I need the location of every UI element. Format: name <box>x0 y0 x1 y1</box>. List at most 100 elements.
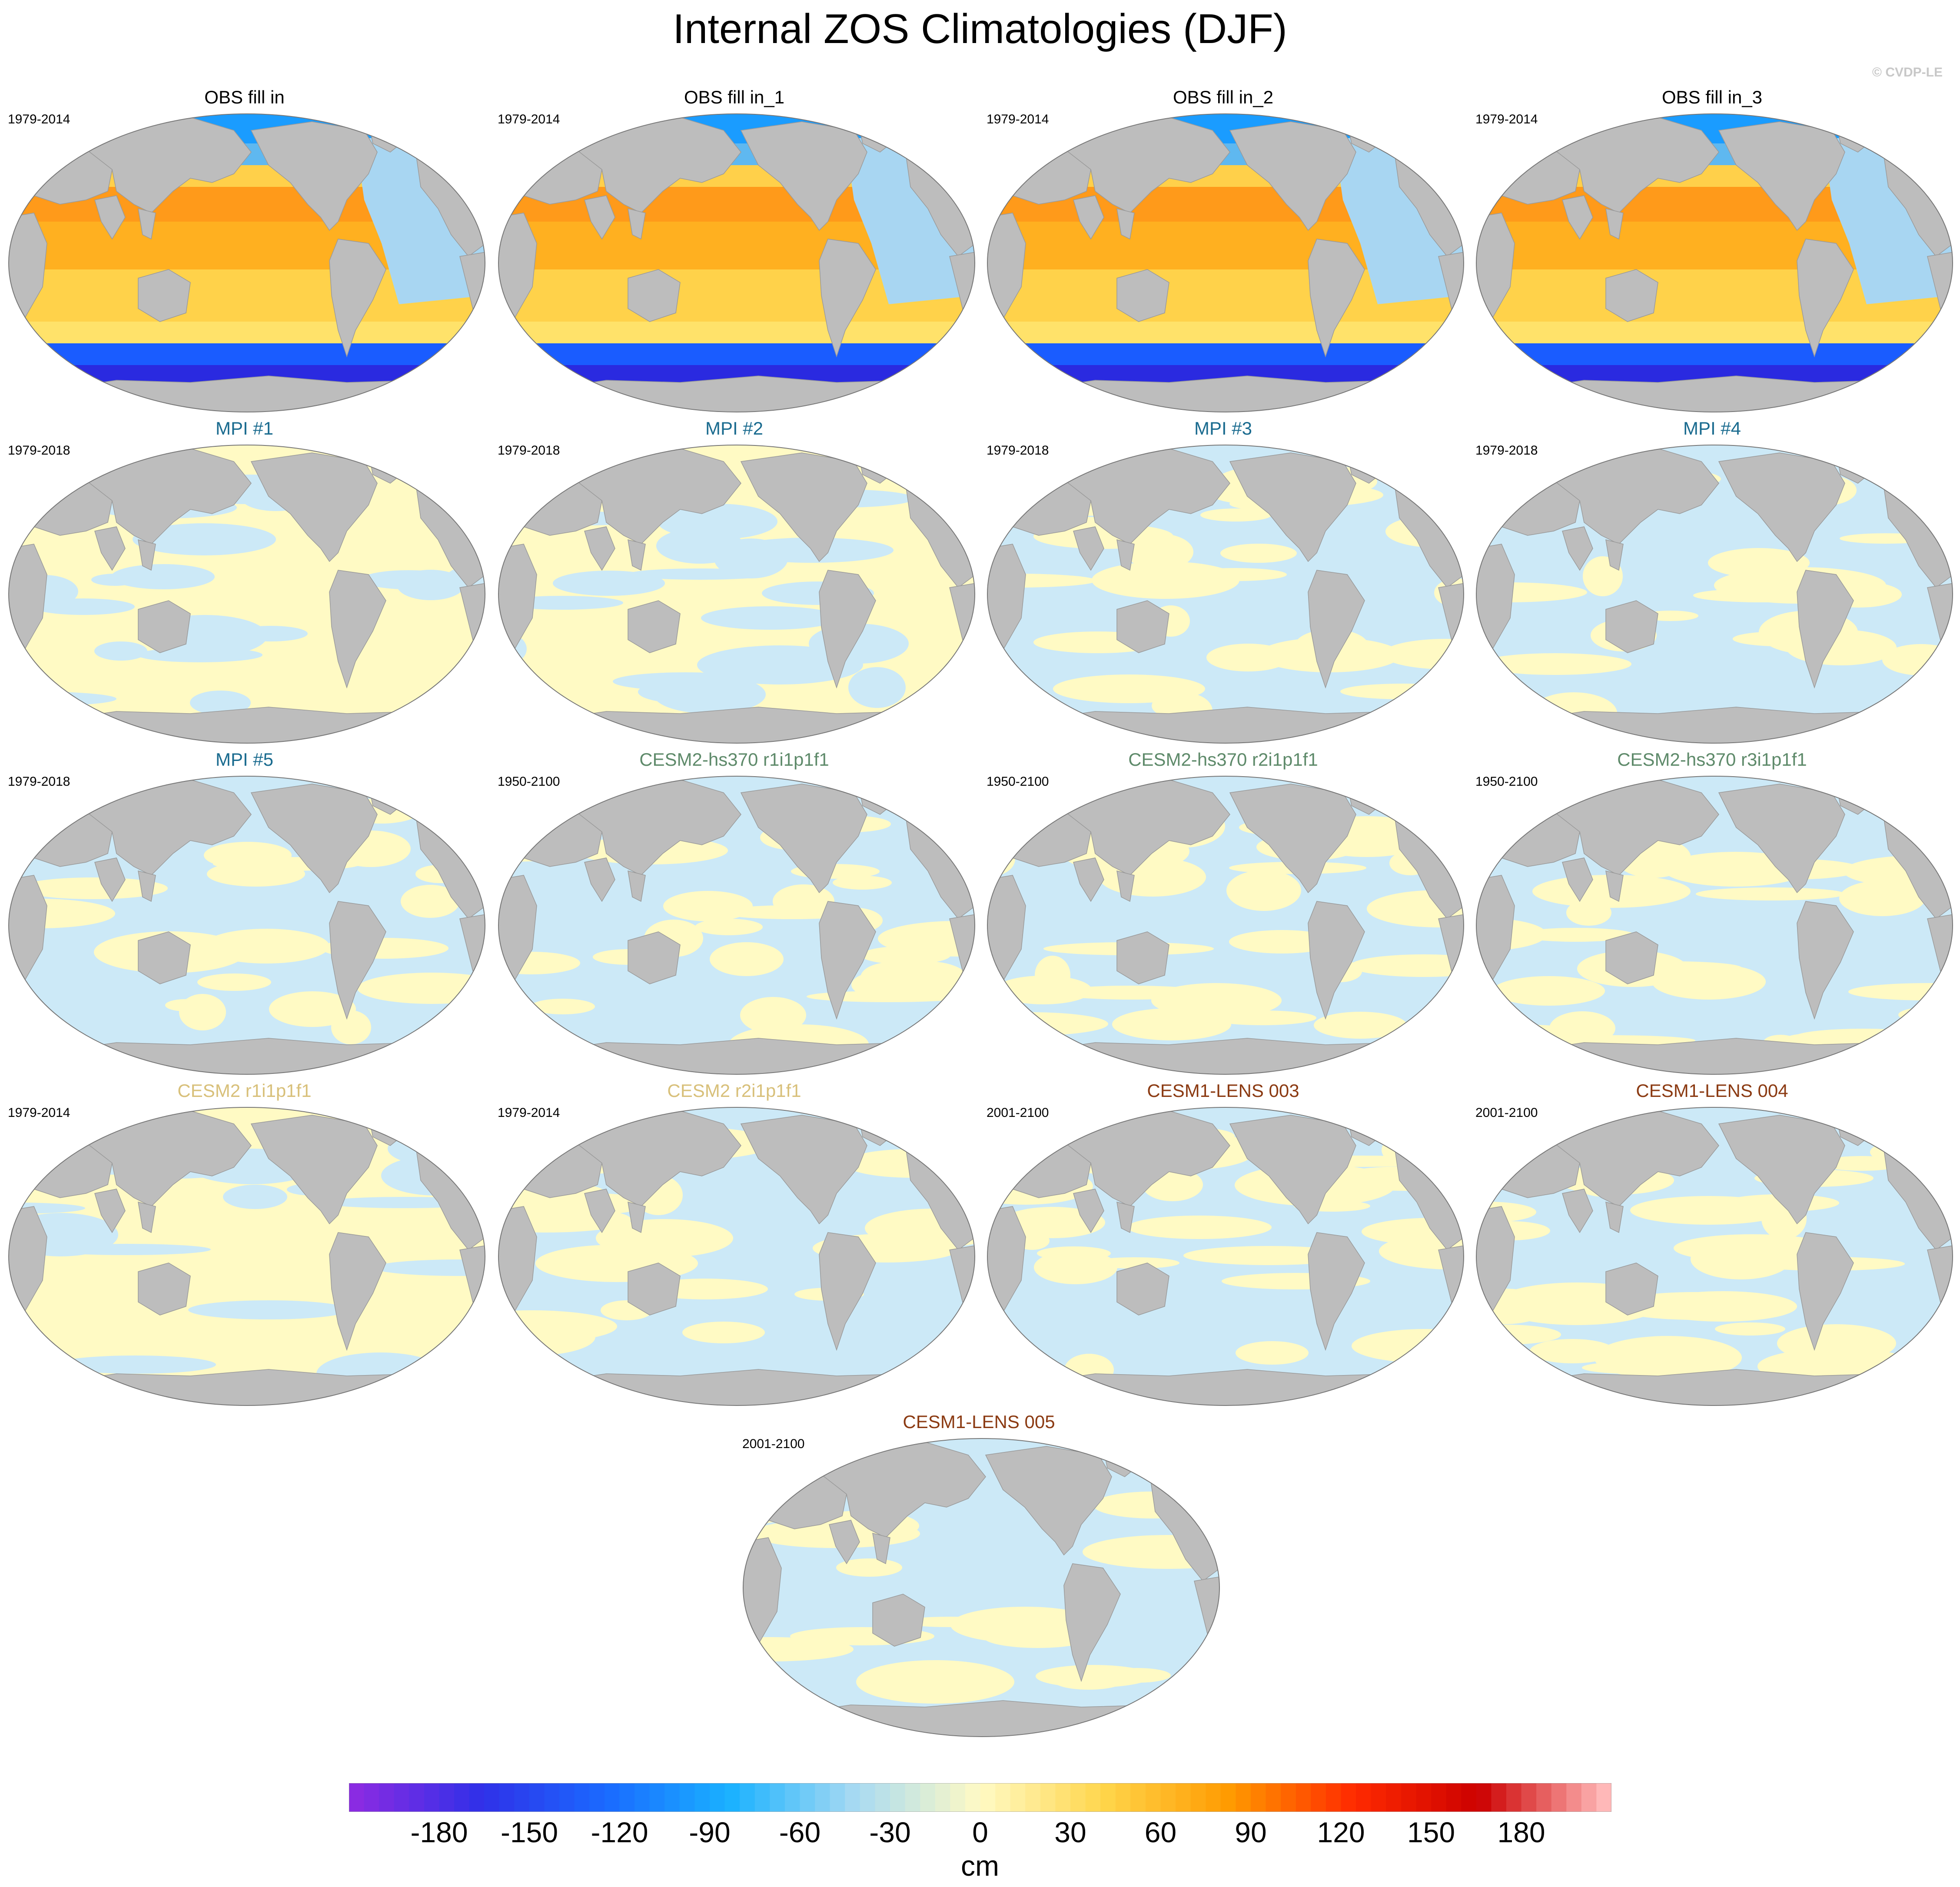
land-mass <box>138 1262 191 1316</box>
colorbar-box <box>1296 1783 1311 1812</box>
colorbar-box <box>454 1783 470 1812</box>
land-mass <box>94 195 126 240</box>
land-mass <box>9 213 47 322</box>
anomaly-blob <box>1691 1239 1791 1279</box>
map-outline <box>8 113 485 412</box>
colorbar-box <box>1236 1783 1251 1812</box>
land-mass <box>1051 1110 1230 1207</box>
colorbar-box <box>484 1783 500 1812</box>
field-band <box>987 322 1464 344</box>
colorbar-box <box>905 1783 920 1812</box>
colorbar-tick-label: 180 <box>1497 1816 1545 1848</box>
anomaly-blob <box>401 885 460 918</box>
colorbar-box <box>1190 1783 1206 1812</box>
colorbar-box <box>589 1783 605 1812</box>
map-field <box>9 445 485 743</box>
anomaly-blob <box>94 641 147 661</box>
map-panel: CESM1-LENS 005 2001-2100 <box>734 1412 1223 1742</box>
land-mass <box>1073 526 1104 571</box>
map-field <box>987 776 1464 1074</box>
land-mass <box>819 239 876 358</box>
land-mass <box>1308 570 1365 689</box>
colorbar-tick-label: 30 <box>1054 1816 1086 1848</box>
panel-years: 1979-2014 <box>8 1106 70 1120</box>
colorbar-box <box>1521 1783 1537 1812</box>
colorbar-box <box>1085 1783 1101 1812</box>
land-mass <box>1797 901 1854 1020</box>
anomaly-blob <box>331 1010 371 1044</box>
land-mass <box>1605 1201 1624 1233</box>
map-svg <box>498 776 975 1075</box>
anomaly-blob <box>628 568 772 580</box>
anomaly-blob <box>1708 548 1810 578</box>
anomaly-blob <box>1888 1027 1953 1045</box>
land-mass <box>72 1110 252 1207</box>
colorbar-box <box>935 1783 950 1812</box>
colorbar-box <box>800 1783 815 1812</box>
land-mass <box>1308 1232 1365 1351</box>
map-svg <box>498 1107 975 1406</box>
map-svg <box>498 445 975 744</box>
panel-title: MPI #3 <box>1194 418 1252 439</box>
map-panel: MPI #4 1979-2018 <box>1468 418 1957 748</box>
colorbar-box <box>1476 1783 1492 1812</box>
colorbar-box <box>1371 1783 1386 1812</box>
anomaly-blob <box>1478 653 1631 675</box>
colorbar-box <box>439 1783 455 1812</box>
panel-years: 1979-2014 <box>8 112 70 126</box>
land-mass <box>1605 600 1658 653</box>
colorbar-units: cm <box>961 1850 999 1882</box>
map-field <box>498 445 975 743</box>
map-outline <box>8 1107 485 1406</box>
colorbar-box <box>574 1783 590 1812</box>
land-mass <box>584 526 615 571</box>
land-mass <box>1308 901 1365 1020</box>
map-panel: OBS fill in 1979-2014 <box>0 87 489 417</box>
anomaly-blob <box>32 598 135 615</box>
map-panel: CESM1-LENS 003 2001-2100 <box>979 1080 1468 1411</box>
map-svg <box>987 1107 1464 1406</box>
field-band <box>498 114 975 144</box>
map-panel: MPI #1 1979-2018 <box>0 418 489 748</box>
colorbar-box <box>980 1783 996 1812</box>
anomaly-blob <box>1127 1216 1272 1239</box>
colorbar-box <box>499 1783 515 1812</box>
map-panel: CESM2 r2i1p1f1 1979-2014 <box>490 1080 979 1411</box>
map-panel: MPI #2 1979-2018 <box>490 418 979 748</box>
panel-years: 1979-2018 <box>498 443 560 458</box>
land-mass <box>1116 1201 1135 1233</box>
map-svg <box>8 113 485 412</box>
map-outline <box>987 445 1464 744</box>
colorbar-box <box>740 1783 755 1812</box>
land-mass <box>1051 448 1230 545</box>
colorbar-box <box>394 1783 409 1812</box>
land-mass <box>498 875 537 984</box>
land-mass <box>628 539 646 571</box>
colorbar-box <box>950 1783 966 1812</box>
colorbar-box <box>1281 1783 1296 1812</box>
anomaly-blob <box>596 1219 733 1257</box>
anomaly-blob <box>361 570 456 589</box>
land-mass <box>9 1206 47 1316</box>
anomaly-blob <box>188 1300 349 1319</box>
land-mass <box>1476 213 1515 322</box>
colorbar-box <box>1040 1783 1056 1812</box>
colorbar-box <box>1581 1783 1597 1812</box>
colorbar-box <box>1206 1783 1221 1812</box>
anomaly-blob <box>1034 1250 1117 1284</box>
land-mass <box>1797 239 1854 358</box>
anomaly-blob <box>1093 1492 1211 1518</box>
field-band <box>1476 322 1953 344</box>
anomaly-blob <box>1696 887 1845 900</box>
land-mass <box>628 870 646 902</box>
land-mass <box>498 544 537 653</box>
colorbar-tick-label: 60 <box>1144 1816 1177 1848</box>
anomaly-blob <box>1035 956 1070 995</box>
anomaly-blob <box>190 691 251 715</box>
land-mass <box>1073 857 1104 902</box>
anomaly-blob <box>656 528 744 564</box>
anomaly-blob <box>269 991 356 1027</box>
panel-years: 1979-2018 <box>987 443 1049 458</box>
panel-title: MPI #1 <box>215 418 274 439</box>
colorbar-box <box>514 1783 530 1812</box>
